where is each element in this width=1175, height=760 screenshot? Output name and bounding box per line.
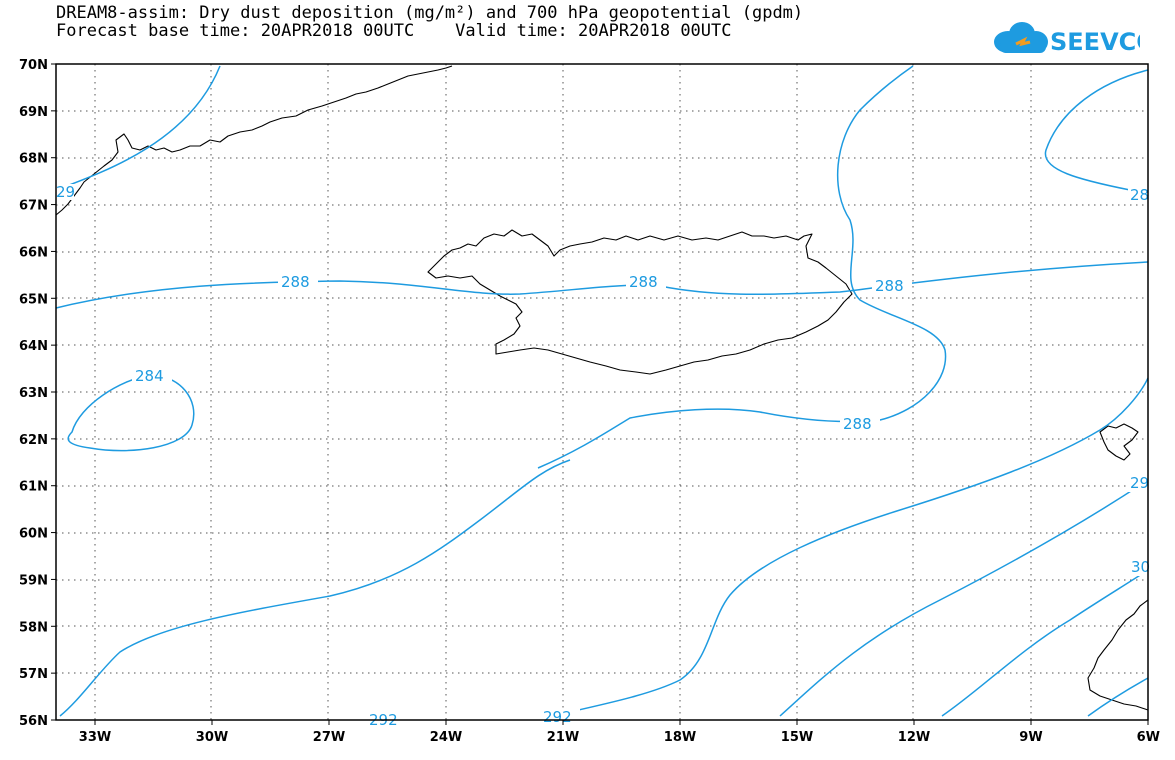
latitude-axis: 56N 57N 58N 59N 60N 61N 62N 63N 64N 65N 66N 67N 68N 6… [19, 58, 56, 729]
contour-284 [67, 374, 195, 452]
cloud-logo-icon [994, 22, 1048, 53]
contour-label-29: 29 [1130, 474, 1149, 492]
lon-tick-label: 21W [547, 730, 579, 745]
lon-tick-label: 6W [1137, 730, 1160, 745]
contour-label-288: 288 [281, 273, 310, 291]
map-title: DREAM8-assim: Dry dust deposition (mg/m²… [56, 3, 804, 23]
contour-292-mid [59, 459, 571, 717]
contour-label-292: 292 [543, 708, 572, 726]
graticule [56, 64, 1148, 720]
coastlines [55, 65, 1149, 711]
greenland-coast [55, 65, 453, 216]
geopotential-contours [55, 65, 1149, 717]
contour-label-284: 284 [135, 367, 164, 385]
lat-tick-label: 59N [19, 573, 48, 588]
logo-text: SEEVCCC [1050, 28, 1140, 56]
contour-labels: 288 288 288 288 284 292 292 28 29 30 29 [56, 183, 1150, 729]
lon-tick-label: 12W [898, 730, 930, 745]
lat-tick-label: 67N [19, 199, 48, 214]
lat-tick-label: 70N [19, 58, 48, 73]
contour-300 [941, 569, 1149, 717]
norway-coast [1087, 599, 1149, 711]
lat-tick-label: 66N [19, 245, 48, 260]
contour-label-28: 28 [1130, 186, 1149, 204]
contour-288-main [55, 261, 1149, 309]
contour-288-south [537, 65, 947, 469]
lat-tick-label: 64N [19, 339, 48, 354]
lat-tick-label: 68N [19, 152, 48, 167]
lat-tick-label: 61N [19, 480, 48, 495]
contour-296 [779, 479, 1149, 717]
contour-28-ne [1044, 69, 1149, 197]
seevccc-logo: SEEVCCC [994, 22, 1140, 56]
contour-292-north [55, 65, 221, 191]
lat-tick-label: 69N [19, 105, 48, 120]
contour-label-288: 288 [875, 277, 904, 295]
lat-tick-label: 63N [19, 386, 48, 401]
iceland-coast [427, 229, 853, 375]
contour-label-30: 30 [1131, 558, 1150, 576]
lat-tick-label: 65N [19, 292, 48, 307]
longitude-axis: 33W 30W 27W 24W 21W 18W 15W 12W 9W 6W [79, 720, 1160, 745]
contour-label-288: 288 [629, 273, 658, 291]
lon-tick-label: 33W [79, 730, 111, 745]
contour-label-29: 29 [56, 183, 75, 201]
lat-tick-label: 60N [19, 527, 48, 542]
lat-tick-label: 57N [19, 667, 48, 682]
lat-tick-label: 56N [19, 714, 48, 729]
lon-tick-label: 30W [196, 730, 228, 745]
lon-tick-label: 15W [781, 730, 813, 745]
lon-tick-label: 9W [1019, 730, 1042, 745]
faroe-coast [1099, 423, 1139, 461]
lat-tick-label: 58N [19, 620, 48, 635]
contour-304 [1087, 677, 1149, 717]
lon-tick-label: 24W [430, 730, 462, 745]
contour-label-288: 288 [843, 415, 872, 433]
map-subtitle: Forecast base time: 20APR2018 00UTC Vali… [56, 21, 732, 41]
lat-tick-label: 62N [19, 433, 48, 448]
lon-tick-label: 18W [664, 730, 696, 745]
lon-tick-label: 27W [313, 730, 345, 745]
contour-292-south [551, 377, 1149, 717]
